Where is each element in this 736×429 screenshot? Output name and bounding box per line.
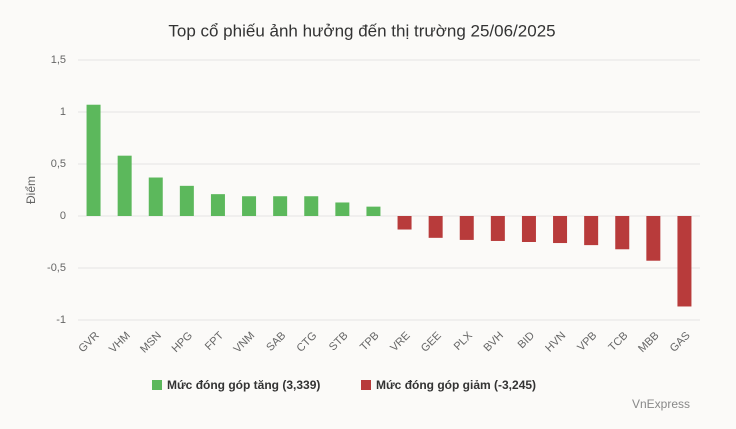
bar xyxy=(584,216,599,246)
bar xyxy=(615,216,630,250)
bar xyxy=(179,185,194,216)
bar xyxy=(397,216,412,230)
source: VnExpress xyxy=(632,397,690,411)
bar xyxy=(86,104,101,216)
bar xyxy=(459,216,474,240)
bar xyxy=(677,216,692,307)
y-tick-label: -0,5 xyxy=(47,262,66,274)
bar xyxy=(521,216,536,242)
y-tick-label: 1 xyxy=(60,106,66,118)
bar xyxy=(304,196,319,216)
legend-label: Mức đóng góp giảm (-3,245) xyxy=(376,378,536,392)
bar xyxy=(646,216,661,261)
bar xyxy=(273,196,288,216)
y-axis-label: Điểm xyxy=(24,176,38,204)
bar xyxy=(117,155,132,216)
bar xyxy=(148,177,163,216)
bar xyxy=(553,216,568,244)
bar xyxy=(428,216,443,238)
legend-swatch xyxy=(361,380,371,390)
chart-title: Top cổ phiếu ảnh hưởng đến thị trường 25… xyxy=(168,21,555,40)
bar xyxy=(335,202,350,216)
bar xyxy=(210,194,225,216)
bar xyxy=(490,216,505,241)
legend-swatch xyxy=(152,380,162,390)
y-tick-label: -1 xyxy=(56,314,66,326)
bar xyxy=(242,196,257,216)
y-tick-label: 0,5 xyxy=(51,158,66,170)
y-tick-label: 0 xyxy=(60,210,66,222)
y-tick-label: 1,5 xyxy=(51,54,66,66)
legend-label: Mức đóng góp tăng (3,339) xyxy=(167,378,320,392)
bar xyxy=(366,206,381,216)
